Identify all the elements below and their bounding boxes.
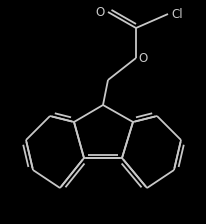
Text: Cl: Cl	[171, 7, 183, 21]
Text: O: O	[95, 6, 105, 19]
Text: O: O	[138, 52, 148, 65]
